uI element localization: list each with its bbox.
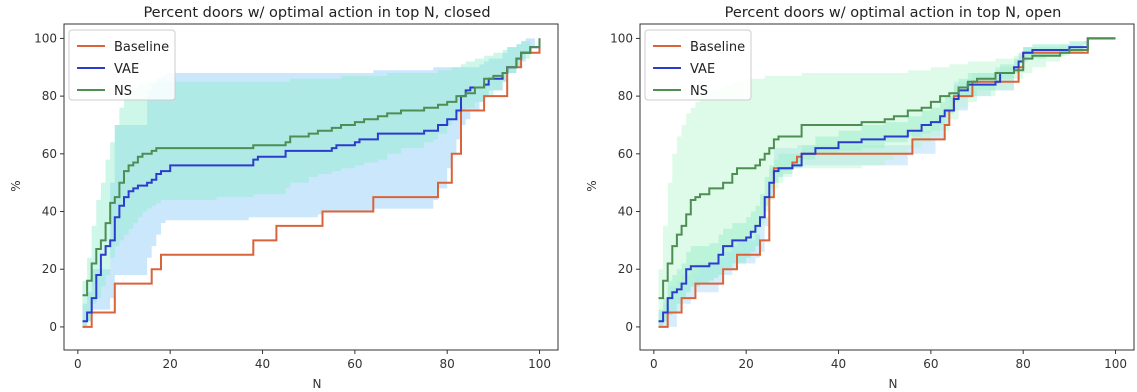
legend-label-vae: VAE [114, 62, 139, 77]
x-tick-label: 100 [528, 357, 551, 371]
chart-title: Percent doors w/ optimal action in top N… [725, 5, 1062, 21]
chart-panel-closed: Percent doors w/ optimal action in top N… [9, 5, 559, 391]
y-tick-label: 20 [42, 262, 57, 276]
y-tick-label: 80 [42, 89, 57, 103]
y-tick-label: 80 [618, 89, 633, 103]
legend: Baseline VAE NS [644, 29, 752, 101]
legend-box [644, 29, 752, 101]
series-line-ns [82, 38, 541, 297]
y-tick-label: 100 [34, 31, 57, 45]
x-tick-label: 60 [347, 357, 362, 371]
plot-area: 0 20 40 60 80 100 0 20 40 60 80 100 Baseline VAE NS [34, 23, 559, 371]
chart-title: Percent doors w/ optimal action in top N… [143, 5, 490, 21]
chart-panel-open: Percent doors w/ optimal action in top N… [585, 5, 1135, 391]
confidence-band-ns [658, 38, 1116, 327]
x-axis-label: N [313, 377, 322, 391]
y-tick-label: 20 [618, 262, 633, 276]
x-tick-label: 40 [831, 357, 846, 371]
legend: Baseline VAE NS [68, 29, 176, 101]
y-tick-label: 40 [618, 205, 633, 219]
x-tick-label: 20 [739, 357, 754, 371]
series-line-ns [658, 37, 1116, 300]
legend-label-baseline: Baseline [114, 40, 169, 55]
legend-label-ns: NS [114, 84, 132, 99]
plot-area: 0 20 40 60 80 100 0 20 40 60 80 100 Baseline VAE NS [610, 23, 1135, 371]
axes-frame [63, 23, 559, 351]
legend-box [68, 29, 176, 101]
x-tick-label: 0 [650, 357, 658, 371]
legend-label-vae: VAE [690, 62, 715, 77]
x-axis-label: N [889, 377, 898, 391]
x-tick-label: 100 [1104, 357, 1127, 371]
confidence-band-baseline [82, 38, 540, 327]
x-tick-label: 0 [74, 357, 82, 371]
x-tick-label: 20 [163, 357, 178, 371]
series-line-baseline [82, 38, 541, 328]
y-tick-label: 40 [42, 205, 57, 219]
x-tick-label: 40 [255, 357, 270, 371]
confidence-band-ns [82, 38, 540, 327]
legend-label-baseline: Baseline [690, 40, 745, 55]
y-tick-label: 100 [610, 31, 633, 45]
x-tick-label: 60 [923, 357, 938, 371]
y-tick-label: 60 [42, 147, 57, 161]
y-axis-label: % [9, 180, 23, 191]
y-tick-label: 0 [625, 320, 633, 334]
x-tick-label: 80 [440, 357, 455, 371]
x-tick-label: 80 [1016, 357, 1031, 371]
legend-label-ns: NS [690, 84, 708, 99]
axes-frame [639, 23, 1135, 351]
series-line-baseline [658, 37, 1116, 328]
y-axis-label: % [585, 180, 599, 191]
y-tick-label: 0 [49, 320, 57, 334]
y-tick-label: 60 [618, 147, 633, 161]
